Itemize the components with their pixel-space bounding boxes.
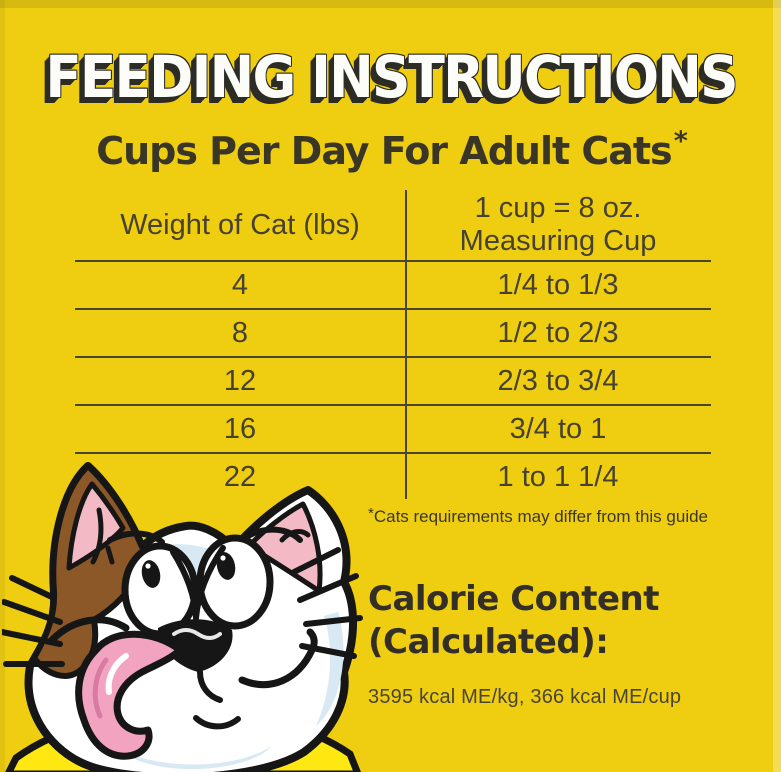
weight-value: 12	[223, 364, 257, 397]
table-header-row: Weight of Cat (lbs) 1 cup = 8 oz. Measur…	[75, 190, 711, 262]
weight-value: 4	[231, 268, 249, 301]
page-title: FEEDING INSTRUCTIONS	[44, 43, 738, 111]
table-header-weight: Weight of Cat (lbs)	[120, 208, 360, 241]
left-edge-shade	[0, 0, 5, 772]
footnote-asterisk: *	[368, 505, 374, 522]
weight-value: 8	[231, 316, 249, 349]
cups-value: 3/4 to 1	[509, 412, 607, 445]
cat-left-inner-ear	[66, 481, 126, 571]
table-header-cups: 1 cup = 8 oz. Measuring Cup	[405, 190, 711, 260]
right-edge-highlight	[773, 0, 781, 772]
cat-nose	[158, 619, 233, 672]
cups-value: 2/3 to 3/4	[497, 364, 619, 397]
table-row: 12 2/3 to 3/4	[75, 358, 711, 406]
subtitle-text: Cups Per Day For Adult Cats	[96, 129, 672, 173]
subtitle-asterisk: *	[673, 126, 688, 157]
cups-value: 1 to 1 1/4	[497, 460, 619, 493]
table-row: 22 1 to 1 1/4	[75, 454, 711, 500]
calorie-heading-line2: (Calculated):	[368, 622, 609, 662]
section-subtitle: Cups Per Day For Adult Cats*	[0, 126, 781, 173]
calorie-content-value: 3595 kcal ME/kg, 366 kcal ME/cup	[368, 686, 682, 708]
cat-eyes	[107, 526, 303, 638]
table-column-divider	[405, 190, 407, 499]
table-header-cups-line2: Measuring Cup	[459, 225, 657, 257]
top-edge-shade	[0, 0, 781, 8]
calorie-content-heading: Calorie Content (Calculated):	[368, 578, 660, 664]
feeding-table: Weight of Cat (lbs) 1 cup = 8 oz. Measur…	[75, 190, 711, 500]
cat-face-illustration	[2, 462, 363, 772]
cups-value: 1/4 to 1/3	[497, 268, 619, 301]
cat-whiskers	[2, 547, 363, 667]
table-header-cups-line1: 1 cup = 8 oz.	[474, 192, 642, 224]
cat-tongue	[75, 630, 184, 760]
table-row: 16 3/4 to 1	[75, 406, 711, 454]
cups-value: 1/2 to 2/3	[497, 316, 619, 349]
footnote: *Cats requirements may differ from this …	[368, 505, 708, 527]
weight-value: 22	[223, 460, 257, 493]
table-row: 4 1/4 to 1/3	[75, 262, 711, 310]
calorie-heading-line1: Calorie Content	[368, 579, 660, 619]
footnote-text: Cats requirements may differ from this g…	[373, 507, 708, 526]
weight-value: 16	[223, 412, 257, 445]
table-row: 8 1/2 to 2/3	[75, 310, 711, 358]
